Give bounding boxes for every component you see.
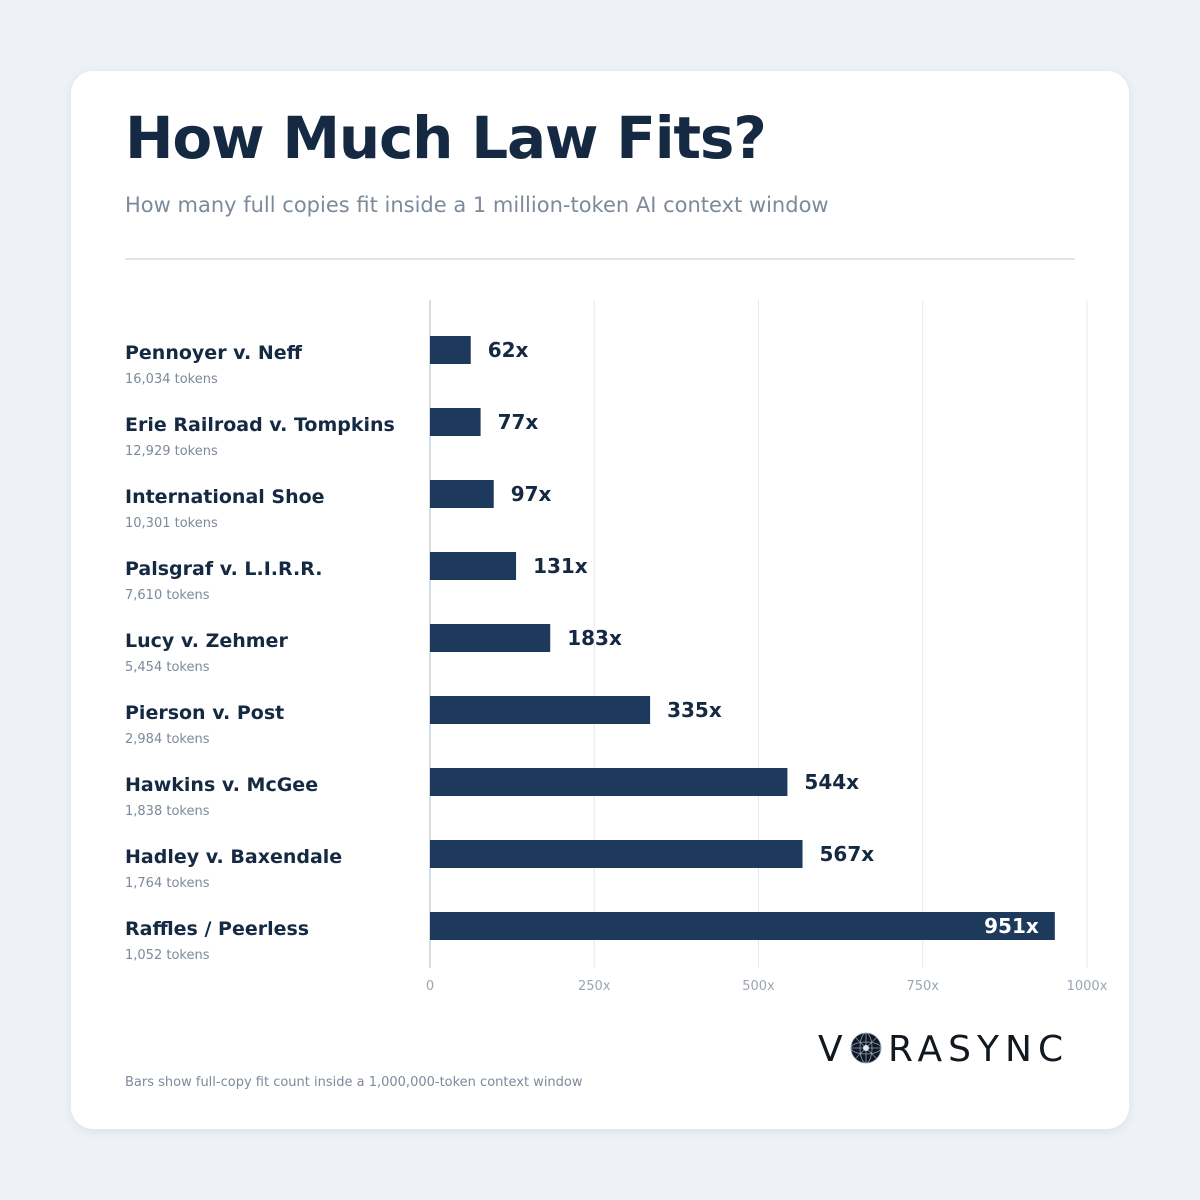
- bar: [430, 696, 651, 724]
- token-count-label: 1,052 tokens: [125, 948, 210, 963]
- bar-value-label: 951x: [984, 914, 1039, 938]
- bar-value-label: 183x: [567, 626, 622, 650]
- token-count-label: 7,610 tokens: [125, 588, 210, 603]
- bar: [430, 480, 494, 508]
- category-label: Palsgraf v. L.I.R.R.: [125, 558, 322, 580]
- token-count-label: 5,454 tokens: [125, 660, 210, 675]
- token-count-label: 12,929 tokens: [125, 444, 218, 459]
- category-label: Erie Railroad v. Tompkins: [125, 414, 395, 436]
- bars: 62x 77x 97x 131x 183x 335x 544x 567x 951x: [430, 336, 1055, 940]
- footnote: Bars show full-copy fit count inside a 1…: [125, 1075, 583, 1090]
- x-axis-ticks: 0 250x 500x 750x 1000x: [426, 979, 1108, 994]
- token-count-label: 1,838 tokens: [125, 804, 210, 819]
- x-tick-label: 750x: [906, 979, 939, 994]
- token-count-label: 1,764 tokens: [125, 876, 210, 891]
- category-label: International Shoe: [125, 486, 325, 508]
- globe-logo-icon: [850, 1032, 882, 1064]
- category-label: Hawkins v. McGee: [125, 774, 318, 796]
- bar-value-label: 335x: [667, 698, 722, 722]
- bar: [430, 840, 803, 868]
- x-tick-label: 1000x: [1067, 979, 1108, 994]
- token-count-label: 10,301 tokens: [125, 516, 218, 531]
- bar-chart: 62x 77x 97x 131x 183x 335x 544x 567x 951x Pennoy…: [125, 300, 1108, 994]
- token-count-label: 16,034 tokens: [125, 372, 218, 387]
- x-tick-label: 500x: [742, 979, 775, 994]
- bar: [430, 336, 471, 364]
- chart-subtitle: How many full copies fit inside a 1 mill…: [125, 193, 829, 217]
- bar: [430, 552, 517, 580]
- token-count-label: 2,984 tokens: [125, 732, 210, 747]
- chart-title: How Much Law Fits?: [125, 104, 767, 172]
- category-label: Pennoyer v. Neff: [125, 342, 303, 364]
- bar-value-label: 131x: [533, 554, 588, 578]
- bar-value-label: 567x: [820, 842, 875, 866]
- brand-text-rest: RASYNC: [888, 1029, 1069, 1068]
- bar-value-label: 77x: [498, 410, 539, 434]
- category-label: Lucy v. Zehmer: [125, 630, 288, 652]
- x-tick-label: 0: [426, 979, 434, 994]
- brand-logo: V RASYNC: [818, 1029, 1069, 1068]
- bar-value-label: 544x: [804, 770, 859, 794]
- category-labels: Pennoyer v. Neff 16,034 tokens Erie Railro…: [125, 342, 395, 963]
- bar: [430, 912, 1055, 940]
- bar: [430, 624, 551, 652]
- category-label: Hadley v. Baxendale: [125, 846, 342, 868]
- chart-card: [71, 71, 1129, 1129]
- bar-value-label: 62x: [488, 338, 529, 362]
- category-label: Raffles / Peerless: [125, 918, 309, 940]
- bar-value-label: 97x: [511, 482, 552, 506]
- header-divider: [125, 258, 1075, 260]
- x-tick-label: 250x: [578, 979, 611, 994]
- bar: [430, 408, 481, 436]
- category-label: Pierson v. Post: [125, 702, 284, 724]
- brand-text-v: V: [818, 1029, 849, 1068]
- bar: [430, 768, 788, 796]
